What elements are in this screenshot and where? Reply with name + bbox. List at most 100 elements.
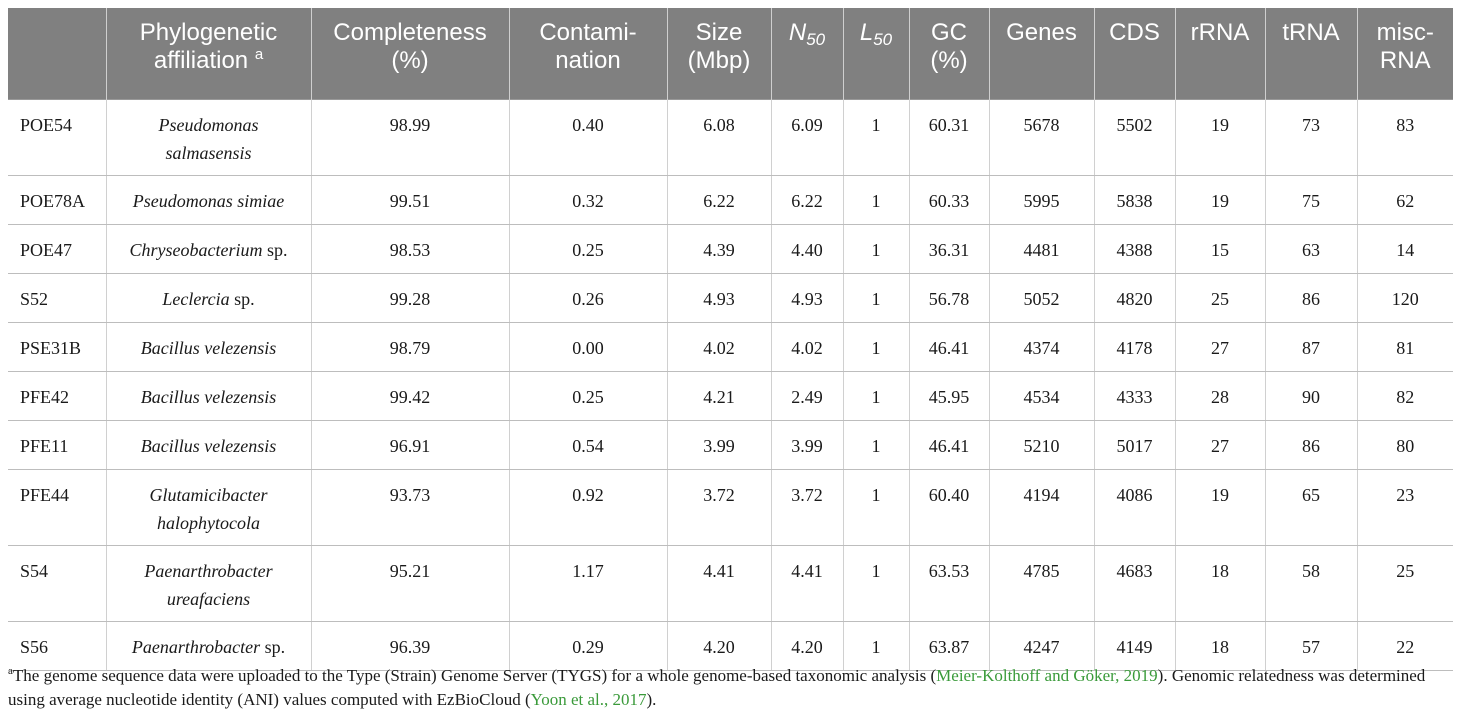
cell-l50: 1 [843, 621, 910, 671]
header-n50-base: N [788, 19, 807, 46]
cell-n50: 3.99 [771, 420, 844, 470]
footnote-text-part1: The genome sequence data were uploaded t… [12, 666, 937, 685]
cell-size: 4.20 [667, 621, 772, 671]
cell-phylogenetic-affiliation: Leclercia sp. [106, 273, 312, 323]
taxon-name: Paenarthrobacter [144, 561, 273, 581]
taxon-name: Bacillus velezensis [140, 436, 277, 456]
cell-gc: 46.41 [909, 420, 990, 470]
cell-strain: POE47 [8, 224, 107, 274]
cell-gc: 45.95 [909, 371, 990, 421]
cell-misc: 62 [1357, 175, 1453, 225]
header-completeness-line1: Completeness [333, 19, 487, 46]
cell-l50: 1 [843, 99, 910, 176]
header-contamination-line2: nation [555, 47, 621, 74]
cell-rrna: 19 [1175, 469, 1266, 546]
cell-n50: 4.41 [771, 545, 844, 622]
cell-gc: 46.41 [909, 322, 990, 372]
taxon-name-line2: ureafaciens [166, 589, 251, 609]
header-phylo-line1: Phylogenetic [139, 19, 278, 46]
table-footnote: aThe genome sequence data were uploaded … [8, 664, 1456, 712]
cell-rrna: 28 [1175, 371, 1266, 421]
taxon-name: Pseudomonas simiae [132, 191, 285, 211]
cell-n50: 4.02 [771, 322, 844, 372]
header-gc-line1: GC [931, 19, 967, 46]
header-completeness-line2: (%) [391, 47, 429, 74]
table-row: PFE11 Bacillus velezensis 96.91 0.54 3.99 3.9… [8, 420, 1453, 470]
footnote-text-part2: ). Genomic relatedness was determined us… [8, 666, 1426, 709]
cell-phylogenetic-affiliation: Bacillus velezensis [106, 371, 312, 421]
taxon-name: Leclercia [162, 289, 230, 309]
taxon-name-line2: halophytocola [157, 513, 260, 533]
cell-contamination: 0.25 [509, 224, 668, 274]
cell-size: 6.22 [667, 175, 772, 225]
taxon-name: Bacillus velezensis [140, 387, 277, 407]
cell-size: 3.99 [667, 420, 772, 470]
header-phylogenetic-affiliation: Phylogenetic affiliation a [106, 8, 312, 100]
cell-l50: 1 [843, 545, 910, 622]
cell-genes: 4481 [989, 224, 1095, 274]
cell-trna: 65 [1265, 469, 1358, 546]
cell-completeness: 95.21 [311, 545, 510, 622]
header-completeness: Completeness (%) [311, 8, 510, 100]
genome-stats-table: Phylogenetic affiliation a Completeness … [8, 8, 1453, 671]
cell-n50: 4.93 [771, 273, 844, 323]
table-row: PSE31B Bacillus velezensis 98.79 0.00 4.02 4.… [8, 322, 1453, 372]
cell-strain: S54 [8, 545, 107, 622]
cell-gc: 63.87 [909, 621, 990, 671]
cell-size: 6.08 [667, 99, 772, 176]
cell-l50: 1 [843, 322, 910, 372]
cell-strain: S56 [8, 621, 107, 671]
taxon-name: Bacillus velezensis [140, 338, 277, 358]
cell-genes: 5052 [989, 273, 1095, 323]
taxon-name: Pseudomonas [158, 115, 259, 135]
header-rrna: rRNA [1175, 8, 1266, 100]
table-body: POE54 Pseudomonas salmasensis 98.99 0.40 6.08… [8, 99, 1453, 671]
cell-trna: 63 [1265, 224, 1358, 274]
cell-l50: 1 [843, 469, 910, 546]
cell-trna: 90 [1265, 371, 1358, 421]
header-n50: N50 [771, 8, 844, 100]
cell-phylogenetic-affiliation: Glutamicibacter halophytocola [106, 469, 312, 546]
cell-strain: PFE11 [8, 420, 107, 470]
cell-trna: 86 [1265, 273, 1358, 323]
header-n50-sub: 50 [806, 30, 826, 49]
cell-phylogenetic-affiliation: Paenarthrobacter sp. [106, 621, 312, 671]
cell-contamination: 0.29 [509, 621, 668, 671]
cell-completeness: 99.42 [311, 371, 510, 421]
cell-completeness: 93.73 [311, 469, 510, 546]
cell-cds: 4683 [1094, 545, 1176, 622]
header-size: Size (Mbp) [667, 8, 772, 100]
cell-trna: 57 [1265, 621, 1358, 671]
cell-genes: 4247 [989, 621, 1095, 671]
table-row: S52 Leclercia sp. 99.28 0.26 4.93 4.93 1 56.78 5… [8, 273, 1453, 323]
cell-strain: POE54 [8, 99, 107, 176]
taxon-qualifier: sp. [262, 240, 288, 260]
cell-rrna: 18 [1175, 545, 1266, 622]
cell-contamination: 0.32 [509, 175, 668, 225]
footnote-ref-yoon[interactable]: Yoon et al., 2017 [530, 690, 647, 709]
cell-size: 4.21 [667, 371, 772, 421]
cell-l50: 1 [843, 175, 910, 225]
header-l50-sub: 50 [873, 30, 893, 49]
cell-cds: 4178 [1094, 322, 1176, 372]
cell-rrna: 19 [1175, 175, 1266, 225]
cell-misc: 82 [1357, 371, 1453, 421]
cell-cds: 4388 [1094, 224, 1176, 274]
footnote-ref-meier-kolthoff[interactable]: Meier-Kolthoff and Göker, 2019 [936, 666, 1158, 685]
cell-cds: 5017 [1094, 420, 1176, 470]
footnote-text-part3: ). [646, 690, 657, 709]
cell-trna: 87 [1265, 322, 1358, 372]
cell-l50: 1 [843, 224, 910, 274]
cell-gc: 60.40 [909, 469, 990, 546]
header-l50: L50 [843, 8, 910, 100]
cell-n50: 2.49 [771, 371, 844, 421]
header-misc-line2: RNA [1379, 47, 1431, 74]
cell-cds: 5838 [1094, 175, 1176, 225]
taxon-name: Glutamicibacter [149, 485, 268, 505]
header-genes: Genes [989, 8, 1095, 100]
cell-strain: S52 [8, 273, 107, 323]
cell-n50: 6.09 [771, 99, 844, 176]
cell-rrna: 25 [1175, 273, 1266, 323]
cell-rrna: 15 [1175, 224, 1266, 274]
cell-misc: 83 [1357, 99, 1453, 176]
